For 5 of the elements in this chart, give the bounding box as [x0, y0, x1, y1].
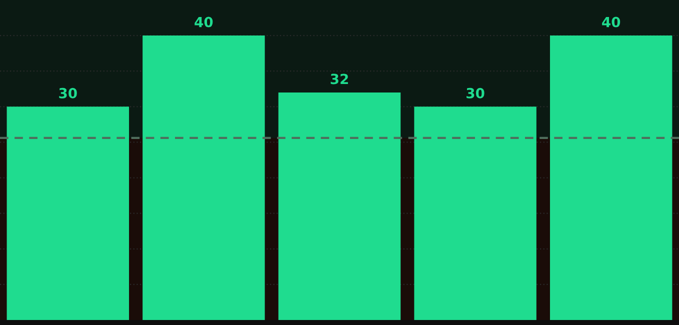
- data-label: 40: [602, 16, 620, 28]
- data-label: 40: [194, 16, 213, 28]
- data-label: 32: [330, 74, 348, 84]
- data-label: 30: [466, 88, 484, 98]
- data-label: 30: [59, 88, 77, 98]
